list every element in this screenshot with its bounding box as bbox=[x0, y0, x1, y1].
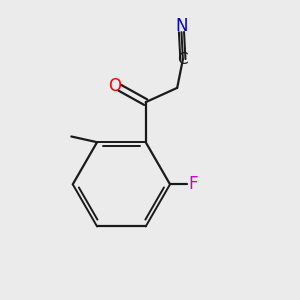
Text: F: F bbox=[189, 175, 198, 193]
Text: O: O bbox=[108, 76, 121, 94]
Text: N: N bbox=[175, 17, 188, 35]
Text: C: C bbox=[178, 52, 188, 67]
